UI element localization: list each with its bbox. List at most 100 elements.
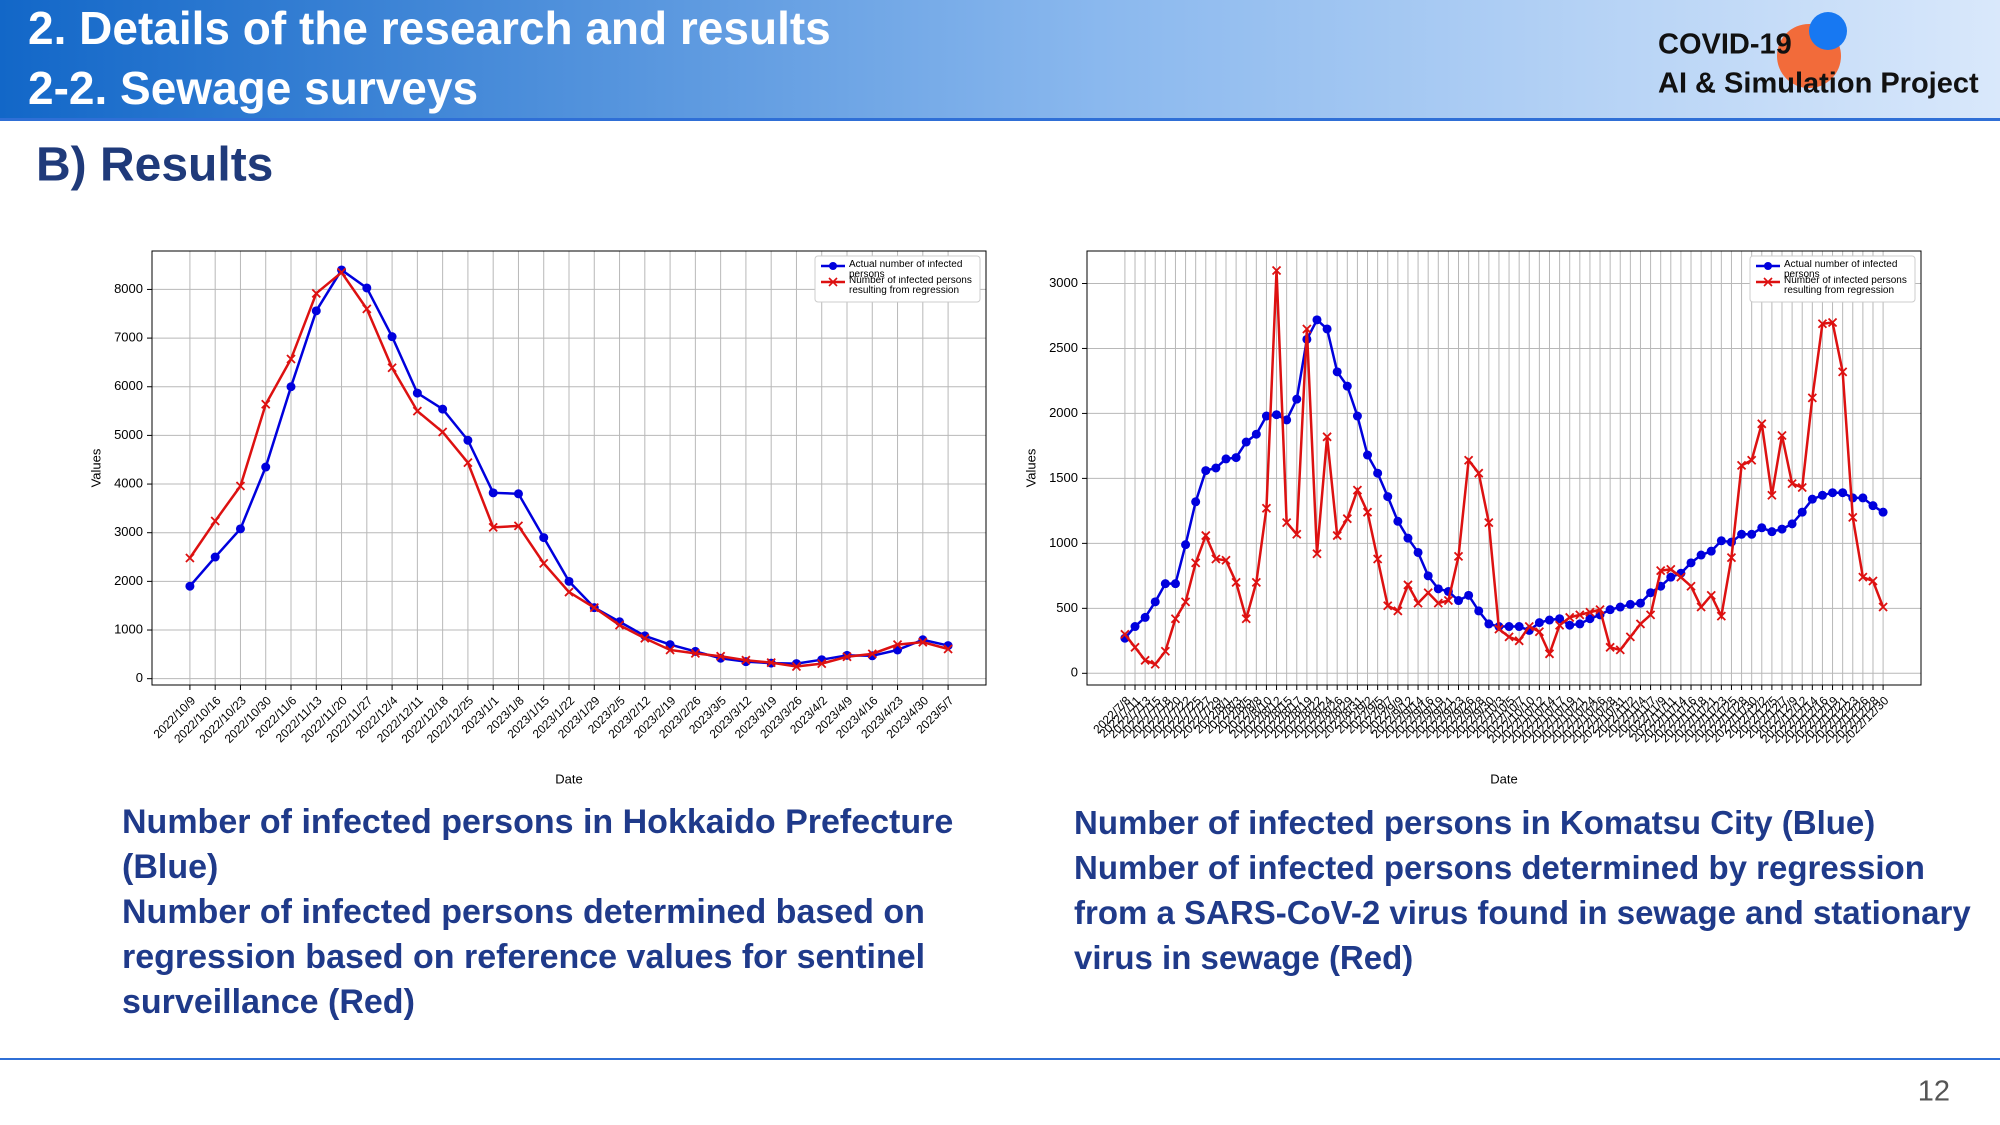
data-point — [1716, 536, 1726, 546]
data-point — [1312, 315, 1322, 325]
caption: Number of infected persons in Komatsu Ci… — [1074, 800, 1994, 980]
legend-label: Actual number of infected persons — [849, 260, 963, 280]
data-point — [1544, 649, 1555, 659]
data-point — [1160, 579, 1170, 589]
data-point — [286, 354, 296, 364]
data-point — [1251, 577, 1261, 587]
data-point — [1736, 460, 1747, 471]
data-point — [1605, 642, 1615, 652]
y-tick-label: 6000 — [114, 378, 143, 393]
footer-rule — [0, 1058, 2000, 1060]
caption-line: Number of infected persons in Hokkaido P… — [122, 803, 954, 886]
data-point — [1403, 533, 1413, 543]
data-point — [1787, 478, 1797, 489]
data-point — [1827, 317, 1838, 328]
data-point — [665, 645, 675, 655]
data-point — [1585, 614, 1595, 624]
data-point — [1726, 553, 1737, 563]
data-point — [1494, 624, 1504, 634]
data-point — [1868, 576, 1878, 586]
y-tick-label: 4000 — [114, 475, 143, 490]
data-point — [1787, 519, 1797, 529]
data-point — [488, 488, 498, 498]
data-point — [1150, 597, 1160, 607]
data-point — [1342, 514, 1352, 524]
data-point — [235, 524, 245, 534]
y-tick-label: 1500 — [1049, 470, 1078, 485]
data-point — [311, 288, 321, 298]
data-point — [412, 406, 423, 416]
data-point — [1757, 523, 1767, 533]
data-point — [1231, 577, 1241, 587]
data-point — [1878, 602, 1888, 612]
data-point — [387, 332, 397, 342]
data-point — [412, 388, 422, 398]
data-point — [1241, 437, 1251, 447]
data-point — [1555, 614, 1565, 624]
data-point — [1342, 381, 1352, 391]
data-point — [210, 552, 220, 562]
data-point — [1838, 367, 1848, 377]
data-point — [463, 458, 473, 468]
data-point — [766, 657, 776, 668]
data-point — [1807, 494, 1817, 504]
y-axis-label: Values — [88, 448, 103, 487]
data-point — [1504, 632, 1514, 642]
data-point — [1393, 516, 1403, 526]
data-point — [1524, 621, 1534, 632]
plot-frame — [151, 250, 987, 686]
data-point — [1605, 605, 1615, 615]
data-point — [286, 382, 296, 392]
data-point — [1454, 596, 1464, 606]
data-point — [513, 521, 524, 531]
logo-circle — [1809, 12, 1847, 50]
data-point — [1484, 517, 1494, 528]
data-point — [1271, 265, 1282, 276]
data-point — [1828, 488, 1838, 498]
data-point — [1120, 629, 1130, 639]
data-point — [1423, 571, 1433, 581]
data-point — [1656, 566, 1666, 576]
data-point — [1878, 507, 1888, 517]
y-tick-label: 7000 — [114, 330, 143, 345]
data-point — [1635, 598, 1645, 608]
y-tick-label: 0 — [1071, 665, 1078, 680]
data-point — [1221, 555, 1231, 565]
data-point — [1807, 393, 1817, 403]
data-point — [1282, 415, 1292, 425]
data-point — [539, 533, 549, 543]
y-axis-label: Values — [1023, 448, 1038, 487]
data-point — [1747, 529, 1757, 539]
data-point — [463, 435, 473, 445]
y-tick-label: 1000 — [114, 621, 143, 636]
data-point — [337, 265, 347, 275]
data-point — [1534, 627, 1545, 637]
data-point — [1211, 463, 1221, 473]
legend-label-box: Number of infected persons resulting fro… — [849, 276, 972, 296]
data-point — [1282, 517, 1292, 528]
data-point — [1312, 549, 1322, 559]
data-point — [1838, 488, 1848, 498]
legend-label-box: Actual number of infected persons — [1784, 260, 1897, 280]
header-rule — [0, 118, 2000, 121]
data-point — [589, 603, 599, 613]
header-title: 2. Details of the research and results — [28, 2, 831, 54]
data-point — [1817, 319, 1828, 329]
data-point — [1615, 602, 1625, 612]
data-point — [1241, 614, 1251, 624]
data-point — [1757, 419, 1767, 429]
data-point — [1554, 620, 1565, 630]
data-point — [1686, 581, 1696, 591]
data-point — [1666, 564, 1676, 574]
data-point — [1585, 607, 1595, 617]
data-point — [564, 587, 574, 597]
data-point — [1352, 485, 1363, 495]
data-point — [1181, 540, 1191, 550]
data-point — [943, 644, 953, 654]
data-point — [1130, 622, 1140, 632]
data-point — [1797, 482, 1807, 493]
data-point — [1261, 411, 1271, 421]
data-point — [1595, 604, 1605, 615]
data-point — [1575, 610, 1585, 620]
